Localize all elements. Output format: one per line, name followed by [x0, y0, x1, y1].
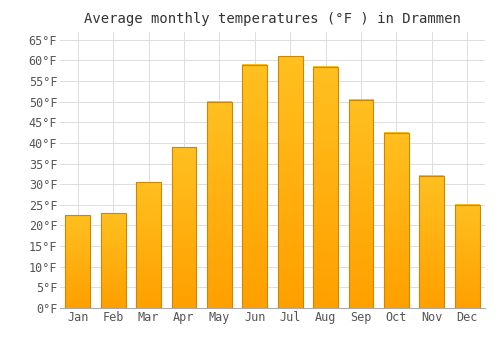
Bar: [455, 205, 479, 308]
Bar: [242, 64, 267, 308]
Bar: [313, 66, 338, 308]
Bar: [278, 56, 302, 308]
Bar: [455, 205, 479, 308]
Bar: [66, 215, 90, 308]
Bar: [136, 182, 161, 308]
Bar: [384, 133, 409, 308]
Bar: [420, 176, 444, 308]
Bar: [207, 102, 232, 308]
Bar: [136, 182, 161, 308]
Bar: [313, 66, 338, 308]
Bar: [384, 133, 409, 308]
Bar: [278, 56, 302, 308]
Bar: [348, 100, 374, 308]
Bar: [172, 147, 196, 308]
Title: Average monthly temperatures (°F ) in Drammen: Average monthly temperatures (°F ) in Dr…: [84, 12, 461, 26]
Bar: [100, 213, 126, 308]
Bar: [172, 147, 196, 308]
Bar: [242, 64, 267, 308]
Bar: [348, 100, 374, 308]
Bar: [66, 215, 90, 308]
Bar: [100, 213, 126, 308]
Bar: [207, 102, 232, 308]
Bar: [420, 176, 444, 308]
